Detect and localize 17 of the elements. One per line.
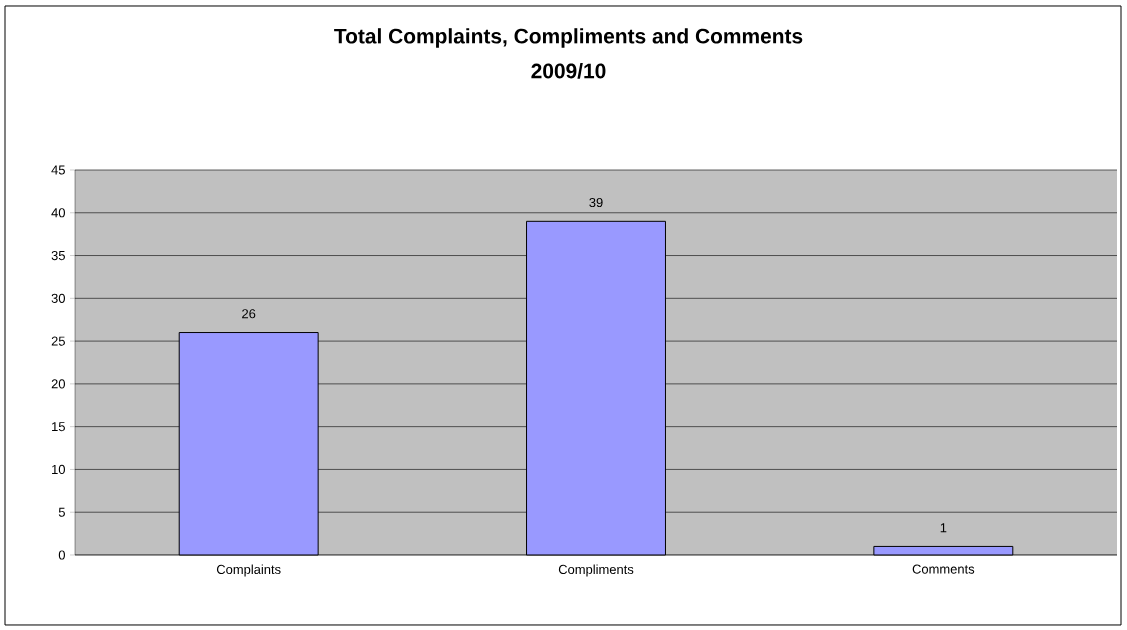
y-tick-label: 40 (51, 208, 65, 218)
y-tick-label: 0 (58, 550, 65, 560)
y-tick-label: 15 (52, 422, 65, 432)
y-tick-label: 25 (51, 336, 65, 346)
chart-title: Total Complaints, Compliments and Comments 2009/10 (334, 28, 803, 79)
y-tick-label: 5 (58, 507, 65, 517)
y-tick-label: 35 (51, 250, 65, 261)
x-tick-label: Complaints (216, 564, 281, 577)
x-tick-label: Compliments (558, 564, 634, 577)
y-tick-label: 30 (51, 293, 65, 303)
data-label: 26 (242, 309, 256, 319)
y-tick-label: 45 (51, 165, 65, 175)
data-label: 39 (589, 197, 603, 208)
y-tick-label: 10 (52, 464, 65, 475)
y-tick-label: 20 (51, 379, 65, 389)
data-label: 1 (940, 523, 947, 533)
x-tick-label: Comments (912, 564, 975, 574)
